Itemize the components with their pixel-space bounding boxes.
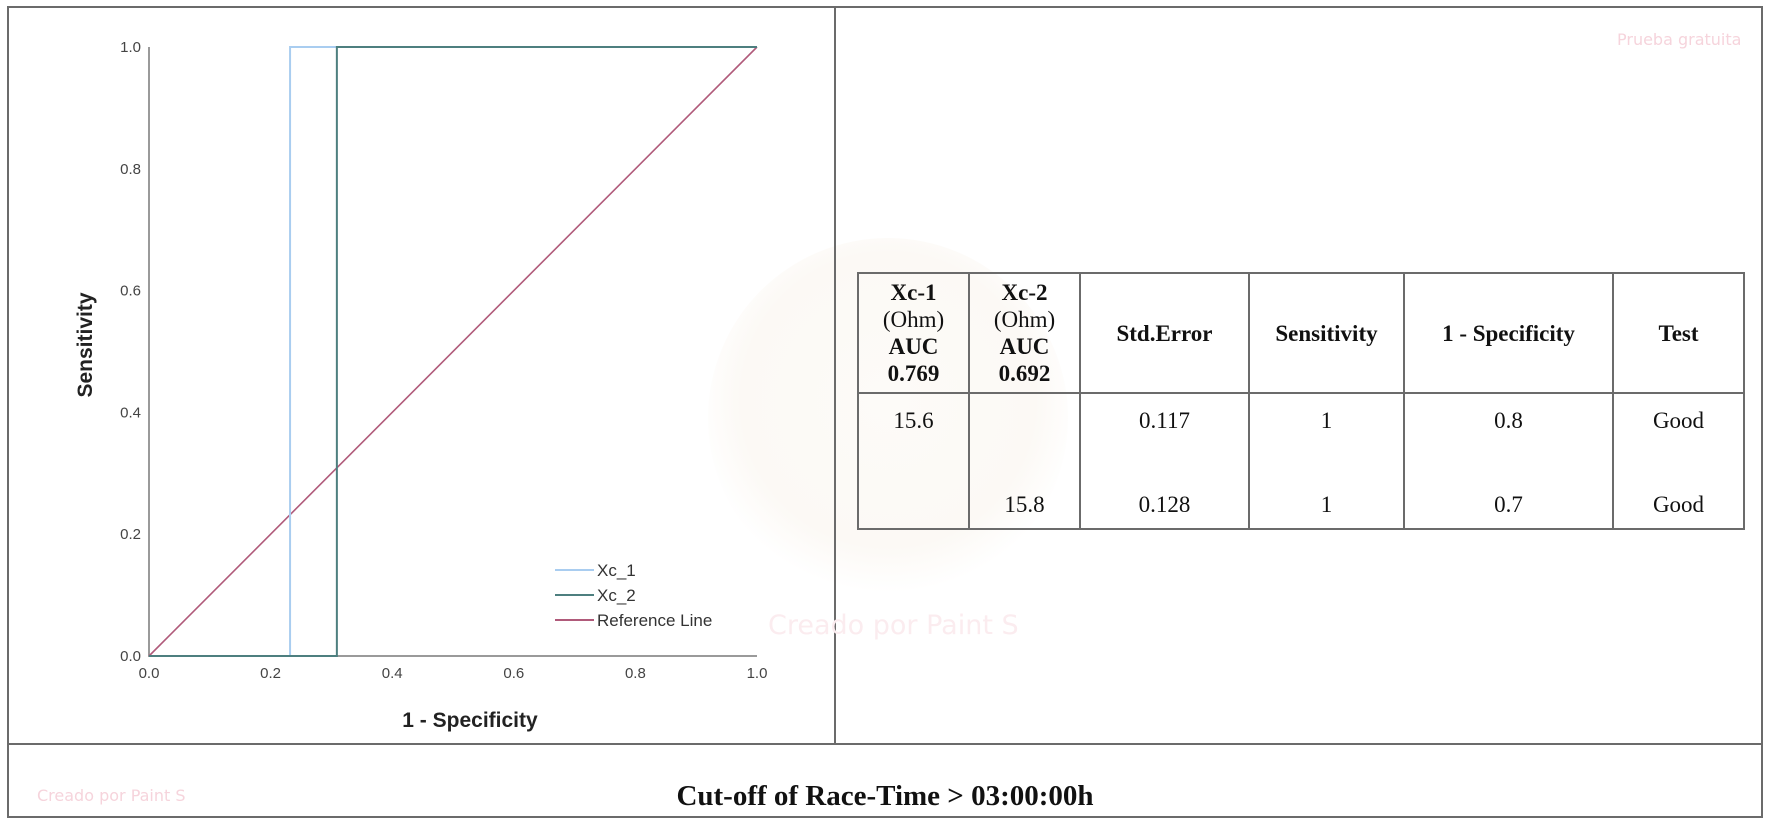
x-tick-label: 0.6 — [503, 665, 524, 682]
table-row: 15.8 0.128 1 0.7 Good — [857, 463, 1745, 530]
cell-test: Good — [1612, 463, 1745, 530]
roc-results-table: Xc-1 (Ohm) AUC 0.769 Xc-2 (Ohm) AUC 0.69… — [857, 272, 1745, 530]
cell-xc2: 15.8 — [968, 463, 1081, 530]
legend-label: Xc_1 — [597, 561, 636, 580]
panel-divider-vertical — [834, 6, 836, 744]
header-xc2-unit: (Ohm) — [993, 307, 1056, 332]
cell-sensitivity: 1 — [1248, 392, 1405, 463]
x-axis-label: 1 - Specificity — [402, 709, 538, 732]
table-row: 15.6 0.117 1 0.8 Good — [857, 392, 1745, 463]
legend-label: Xc_2 — [597, 586, 636, 605]
legend-label: Reference Line — [597, 611, 712, 630]
header-sensitivity: Sensitivity — [1248, 272, 1405, 394]
cell-xc1 — [857, 463, 970, 530]
cell-xc1: 15.6 — [857, 392, 970, 463]
cell-test: Good — [1612, 392, 1745, 463]
header-xc1-unit: (Ohm) — [882, 307, 945, 332]
cell-xc2 — [968, 392, 1081, 463]
header-xc1: Xc-1 (Ohm) AUC 0.769 — [857, 272, 970, 394]
roc-chart: 0.0 0.2 0.4 0.6 0.8 1.0 0.0 0.2 0.4 0.6 0.8 1.0 Se… — [74, 39, 768, 732]
table-header-row: Xc-1 (Ohm) AUC 0.769 Xc-2 (Ohm) AUC 0.69… — [857, 272, 1745, 394]
header-test: Test — [1612, 272, 1745, 394]
header-std-error: Std.Error — [1079, 272, 1250, 394]
cell-1-minus-specificity: 0.7 — [1403, 463, 1614, 530]
header-xc2-title: Xc-2 — [1001, 280, 1048, 305]
series-line-xc-2 — [149, 46, 757, 657]
figure-frame — [7, 6, 1763, 818]
y-tick-label: 0.6 — [120, 283, 141, 300]
x-tick-labels: 0.0 0.2 0.4 0.6 0.8 1.0 — [139, 665, 768, 682]
header-1-minus-specificity: 1 - Specificity — [1403, 272, 1614, 394]
y-tick-label: 0.4 — [120, 404, 141, 421]
cell-std-error: 0.128 — [1079, 463, 1250, 530]
y-tick-label: 0.0 — [120, 648, 141, 665]
y-tick-label: 1.0 — [120, 39, 141, 56]
header-xc2-sub: AUC — [999, 334, 1050, 359]
watermark-center-text: Creado por Paint S — [768, 610, 1019, 641]
roc-series — [148, 46, 758, 657]
cell-1-minus-specificity: 0.8 — [1403, 392, 1614, 463]
x-tick-label: 0.4 — [382, 665, 403, 682]
header-xc1-sub: AUC — [888, 334, 939, 359]
x-tick-label: 0.8 — [625, 665, 646, 682]
y-tick-label: 0.8 — [120, 161, 141, 178]
cell-sensitivity: 1 — [1248, 463, 1405, 530]
header-xc2: Xc-2 (Ohm) AUC 0.692 — [968, 272, 1081, 394]
watermark-trial-text: Prueba gratuita — [1617, 30, 1742, 49]
series-line-reference-line — [148, 46, 758, 657]
cell-std-error: 0.117 — [1079, 392, 1250, 463]
x-tick-label: 0.0 — [139, 665, 160, 682]
header-xc1-title: Xc-1 — [890, 280, 937, 305]
figure-caption: Cut-off of Race-Time > 03:00:00h — [676, 780, 1094, 812]
x-tick-label: 1.0 — [747, 665, 768, 682]
chart-legend: Xc_1 Xc_2 Reference Line — [555, 561, 712, 630]
x-tick-label: 0.2 — [260, 665, 281, 682]
header-xc1-auc: 0.769 — [887, 361, 940, 386]
panel-divider-horizontal — [7, 743, 1763, 745]
header-xc2-auc: 0.692 — [998, 361, 1051, 386]
watermark-bottom-text: Creado por Paint S — [37, 786, 186, 805]
y-tick-labels: 0.0 0.2 0.4 0.6 0.8 1.0 — [120, 39, 141, 665]
y-tick-label: 0.2 — [120, 526, 141, 543]
y-axis-label: Sensitivity — [74, 292, 97, 397]
